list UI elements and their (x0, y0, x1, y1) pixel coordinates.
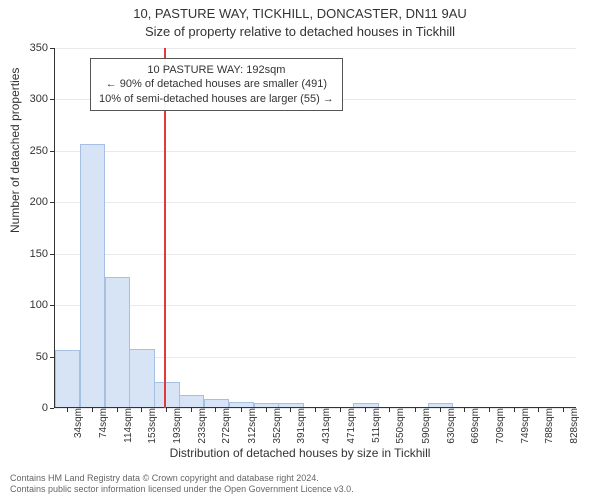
x-tick-label: 431sqm (321, 408, 332, 444)
x-tick-label: 788sqm (544, 408, 555, 444)
x-tick-label: 669sqm (470, 408, 481, 444)
y-tick-mark (50, 48, 54, 49)
x-tick-label: 193sqm (172, 408, 183, 444)
x-tick-mark (489, 408, 490, 412)
y-tick-label: 150 (30, 248, 48, 260)
x-tick-mark (117, 408, 118, 412)
x-tick-mark (215, 408, 216, 412)
x-tick-mark (67, 408, 68, 412)
y-tick-mark (50, 305, 54, 306)
y-tick-mark (50, 408, 54, 409)
x-tick-mark (514, 408, 515, 412)
histogram-bar (55, 350, 81, 408)
x-tick-mark (538, 408, 539, 412)
y-tick-label: 350 (30, 42, 48, 54)
y-tick-mark (50, 357, 54, 358)
y-tick-mark (50, 254, 54, 255)
x-tick-label: 550sqm (395, 408, 406, 444)
x-tick-mark (415, 408, 416, 412)
x-tick-label: 34sqm (73, 408, 84, 438)
x-tick-label: 312sqm (247, 408, 258, 444)
x-tick-mark (340, 408, 341, 412)
x-tick-mark (241, 408, 242, 412)
x-axis-label: Distribution of detached houses by size … (0, 446, 600, 460)
x-tick-label: 630sqm (446, 408, 457, 444)
x-tick-label: 114sqm (123, 408, 134, 443)
histogram-bar (179, 395, 204, 408)
x-tick-label: 233sqm (197, 408, 208, 444)
x-tick-label: 153sqm (147, 408, 158, 444)
histogram-bar (80, 144, 106, 408)
x-tick-label: 511sqm (371, 408, 382, 443)
chart-plot-area: 050100150200250300350 34sqm74sqm114sqm15… (54, 48, 576, 408)
x-tick-label: 828sqm (569, 408, 580, 444)
x-tick-label: 272sqm (221, 408, 232, 444)
x-tick-mark (464, 408, 465, 412)
annotation-box: 10 PASTURE WAY: 192sqm ← 90% of detached… (90, 58, 343, 111)
x-tick-label: 352sqm (272, 408, 283, 444)
footer-line1: Contains HM Land Registry data © Crown c… (10, 473, 354, 485)
y-tick-mark (50, 202, 54, 203)
y-tick-label: 200 (30, 196, 48, 208)
y-tick-label: 50 (36, 351, 48, 363)
y-tick-label: 250 (30, 145, 48, 157)
x-tick-label: 74sqm (98, 408, 109, 438)
x-tick-label: 471sqm (346, 408, 357, 444)
histogram-bar (105, 277, 130, 408)
annotation-line3: 10% of semi-detached houses are larger (… (99, 92, 334, 106)
y-tick-mark (50, 151, 54, 152)
y-tick-label: 100 (30, 299, 48, 311)
x-tick-mark (563, 408, 564, 412)
annotation-line2: ← 90% of detached houses are smaller (49… (99, 77, 334, 91)
x-tick-mark (266, 408, 267, 412)
x-tick-label: 709sqm (495, 408, 506, 444)
footer-attribution: Contains HM Land Registry data © Crown c… (10, 473, 354, 496)
annotation-line1: 10 PASTURE WAY: 192sqm (99, 63, 334, 77)
x-tick-mark (191, 408, 192, 412)
x-tick-mark (290, 408, 291, 412)
y-axis-label: Number of detached properties (8, 68, 22, 233)
histogram-bar (129, 349, 155, 408)
title-main: 10, PASTURE WAY, TICKHILL, DONCASTER, DN… (0, 6, 600, 21)
x-tick-mark (141, 408, 142, 412)
x-tick-mark (440, 408, 441, 412)
x-tick-mark (389, 408, 390, 412)
histogram-bar (154, 382, 180, 408)
x-tick-label: 590sqm (421, 408, 432, 444)
x-tick-label: 391sqm (296, 408, 307, 444)
x-tick-mark (315, 408, 316, 412)
y-tick-label: 300 (30, 93, 48, 105)
y-tick-label: 0 (42, 402, 48, 414)
x-tick-mark (92, 408, 93, 412)
y-tick-mark (50, 99, 54, 100)
title-sub: Size of property relative to detached ho… (0, 24, 600, 39)
footer-line2: Contains public sector information licen… (10, 484, 354, 496)
x-tick-mark (166, 408, 167, 412)
y-axis-line (54, 48, 55, 408)
x-tick-label: 749sqm (520, 408, 531, 444)
x-tick-mark (365, 408, 366, 412)
